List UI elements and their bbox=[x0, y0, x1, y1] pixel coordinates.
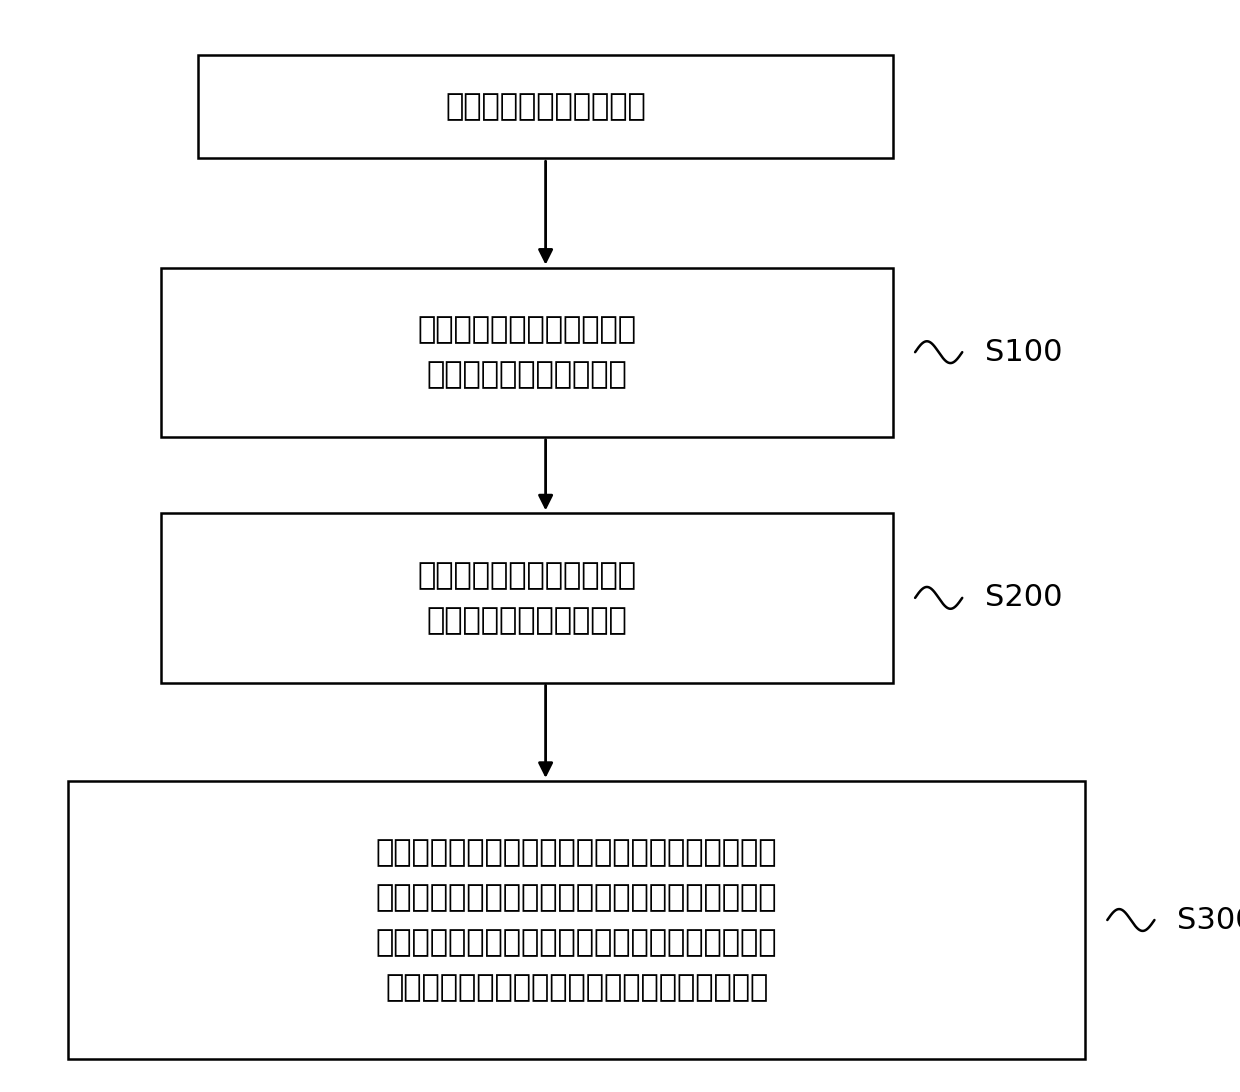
Bar bbox=[161, 513, 893, 682]
Text: S100: S100 bbox=[985, 337, 1061, 367]
Text: S200: S200 bbox=[985, 583, 1061, 613]
Bar bbox=[198, 55, 893, 158]
Text: 在气缸套表面涂覆荧光粉: 在气缸套表面涂覆荧光粉 bbox=[445, 92, 646, 121]
Text: 使用三维扫描仪扫描出气缸
套表面的凸起的三维形态: 使用三维扫描仪扫描出气缸 套表面的凸起的三维形态 bbox=[418, 316, 636, 389]
Bar bbox=[68, 781, 1085, 1059]
Text: S300: S300 bbox=[1177, 905, 1240, 935]
Text: 利用三维分析软件在三维模型上选取检测区域，并
得到检测区域内的凸起个数、凸起间距、凸起高度
以及凸起在选定高度处的横截面积，并计算凸起在
选定高度处的横截面积之: 利用三维分析软件在三维模型上选取检测区域，并 得到检测区域内的凸起个数、凸起间距… bbox=[376, 838, 777, 1002]
Text: 利用三维建模软件合成气缸
套表面的凸起的三维模型: 利用三维建模软件合成气缸 套表面的凸起的三维模型 bbox=[418, 561, 636, 634]
Bar bbox=[161, 268, 893, 437]
